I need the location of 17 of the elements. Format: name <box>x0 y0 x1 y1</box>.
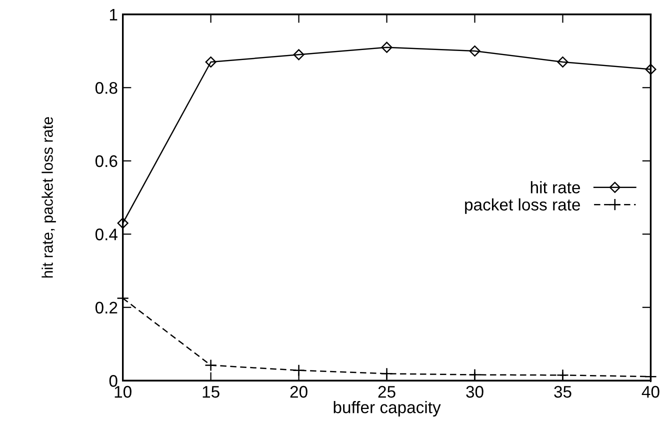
x-tick-label: 40 <box>642 386 660 398</box>
x-tick-label: 35 <box>554 386 572 398</box>
x-tick-label: 10 <box>114 386 132 398</box>
x-tick-label: 25 <box>378 386 396 398</box>
x-tick-label: 20 <box>290 386 308 398</box>
y-tick-label: 0 <box>109 375 118 387</box>
x-tick-label: 30 <box>466 386 484 398</box>
y-tick-label: 0.4 <box>95 228 118 240</box>
y-axis-title: hit rate, packet loss rate <box>42 117 56 278</box>
x-axis-title: buffer capacity <box>334 401 441 417</box>
y-tick-label: 0.6 <box>95 155 118 168</box>
legend-label: packet loss rate <box>465 198 580 214</box>
legend-label: hit rate <box>530 181 580 194</box>
y-tick-label: 0.8 <box>95 82 118 94</box>
x-tick-label: 15 <box>202 386 220 398</box>
y-tick-label: 0.2 <box>95 302 118 314</box>
y-tick-label: 1 <box>110 8 118 20</box>
